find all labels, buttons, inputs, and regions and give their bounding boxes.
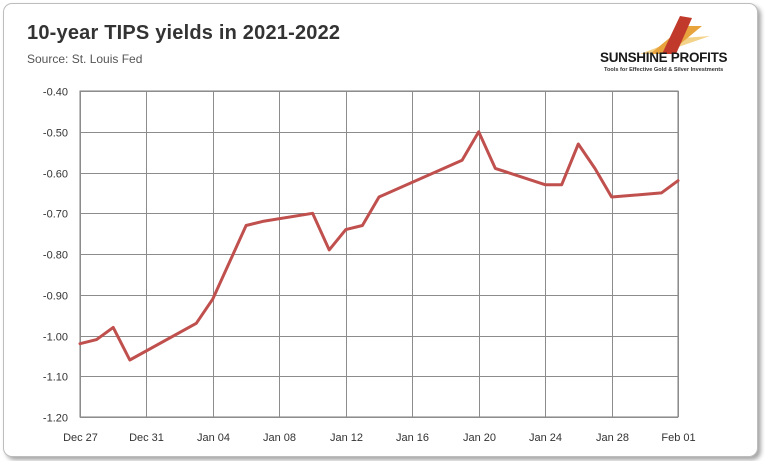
gridlines (80, 91, 679, 418)
logo-rays-icon (640, 16, 710, 54)
x-tick-label: Jan 16 (396, 432, 429, 444)
x-tick-label: Jan 28 (596, 432, 629, 444)
chart-subtitle: Source: St. Louis Fed (27, 52, 143, 66)
y-tick-label: -1.20 (43, 413, 68, 425)
logo-name: SUNSHINE PROFITS (600, 50, 728, 65)
x-tick-label: Dec 27 (63, 432, 98, 444)
y-tick-label: -0.50 (43, 128, 68, 140)
x-tick-label: Dec 31 (129, 432, 164, 444)
x-tick-label: Jan 04 (197, 432, 230, 444)
y-tick-label: -0.90 (43, 291, 68, 303)
x-tick-label: Feb 01 (661, 432, 695, 444)
y-axis-ticks: -0.40 -0.50 -0.60 -0.70 -0.80 -0.90 -1.00 -1.10… (43, 87, 68, 425)
y-tick-label: -0.70 (43, 209, 68, 221)
series-line (78, 130, 680, 362)
y-tick-label: -0.60 (43, 169, 68, 181)
chart-title: 10-year TIPS yields in 2021-2022 (27, 22, 341, 44)
x-tick-label: Jan 24 (529, 432, 562, 444)
sunshine-profits-logo: SUNSHINE PROFITS Tools for Effective Gol… (600, 14, 750, 76)
x-tick-label: Jan 12 (330, 432, 363, 444)
y-tick-label: -1.10 (43, 372, 68, 384)
x-tick-label: Jan 20 (463, 432, 496, 444)
x-axis-ticks: Dec 27 Dec 31 Jan 04 Jan 08 Jan 12 Jan 16 Jan … (63, 432, 696, 444)
y-tick-label: -0.40 (43, 87, 68, 99)
x-tick-label: Jan 08 (263, 432, 296, 444)
y-tick-label: -0.80 (43, 250, 68, 262)
logo-tagline: Tools for Effective Gold & Silver Invest… (604, 67, 724, 73)
y-tick-label: -1.00 (43, 332, 68, 344)
